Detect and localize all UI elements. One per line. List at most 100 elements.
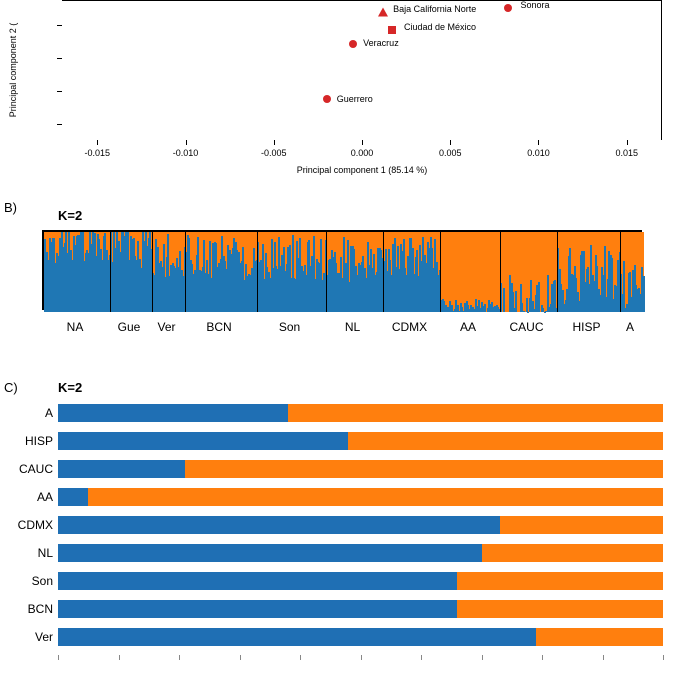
segment-divider (620, 232, 621, 312)
segment-stripe (515, 291, 517, 312)
bar-orange (536, 628, 663, 646)
admixture-segment (152, 232, 185, 312)
x-tick (97, 140, 98, 145)
bar-row-label: AA (3, 490, 53, 504)
c-axis-tick (179, 655, 180, 660)
x-tick (362, 140, 363, 145)
panel-c-label: C) (4, 380, 18, 395)
bar-blue (58, 404, 288, 422)
segment-stripe (623, 261, 625, 312)
c-axis-tick (482, 655, 483, 660)
bar-orange (500, 516, 663, 534)
bar-track (58, 460, 663, 478)
c-axis-tick (542, 655, 543, 660)
stacked-bars: AHISPCAUCAACDMXNLSonBCNVer (58, 404, 663, 656)
bar-row-label: HISP (3, 434, 53, 448)
bar-blue (58, 628, 536, 646)
segment-label: CAUC (509, 320, 543, 334)
segment-stripe (526, 298, 528, 312)
admixture-segment (383, 232, 440, 312)
scatter-point-label: Sonora (520, 0, 549, 10)
segment-divider (110, 232, 111, 312)
bar-row-label: Son (3, 574, 53, 588)
bar-blue (58, 460, 185, 478)
x-tick (627, 140, 628, 145)
scatter-point (323, 95, 331, 103)
segment-label: Ver (157, 320, 175, 334)
bar-track (58, 544, 663, 562)
bar-track (58, 404, 663, 422)
y-tick (57, 25, 62, 26)
bar-blue (58, 432, 348, 450)
segment-stripe (503, 288, 505, 312)
bar-track (58, 488, 663, 506)
panel-b: B) K=2 NAGueVerBCNSonNLCDMXAACAUCHISPA (0, 200, 683, 380)
segment-divider (500, 232, 501, 312)
bar-blue (58, 572, 457, 590)
scatter-plot-frame (62, 0, 662, 140)
segment-label: NL (345, 320, 360, 334)
bar-orange (482, 544, 664, 562)
c-axis-tick (240, 655, 241, 660)
admixture-segment (326, 232, 383, 312)
segment-divider (557, 232, 558, 312)
y-tick (57, 91, 62, 92)
bar-orange (457, 600, 663, 618)
segment-label: HISP (572, 320, 600, 334)
bar-blue (58, 516, 500, 534)
admixture-bar-row: Son (58, 572, 663, 590)
segment-stripe (523, 311, 525, 312)
admixture-segment (257, 232, 326, 312)
admixture-bar-row: CAUC (58, 460, 663, 478)
admixture-strip (42, 230, 642, 310)
admixture-bar-row: A (58, 404, 663, 422)
panel-c: C) K=2 AHISPCAUCAACDMXNLSonBCNVer (0, 380, 683, 675)
segment-label: BCN (206, 320, 231, 334)
c-axis-tick (58, 655, 59, 660)
scatter-point-label: Baja California Norte (393, 4, 476, 14)
bar-blue (58, 544, 482, 562)
segment-divider (152, 232, 153, 312)
bar-orange (348, 432, 663, 450)
scatter-point (388, 26, 396, 34)
segment-divider (326, 232, 327, 312)
admixture-segment (440, 232, 500, 312)
admixture-bar-row: NL (58, 544, 663, 562)
segment-label: AA (460, 320, 476, 334)
bar-orange (288, 404, 663, 422)
bar-track (58, 572, 663, 590)
x-tick (274, 140, 275, 145)
c-axis-tick (361, 655, 362, 660)
c-axis-tick (663, 655, 664, 660)
segment-label: A (626, 320, 634, 334)
c-axis-tick (300, 655, 301, 660)
admixture-bar-row: BCN (58, 600, 663, 618)
bar-orange (88, 488, 663, 506)
panel-b-title: K=2 (58, 208, 82, 223)
segment-label: Son (279, 320, 300, 334)
panel-c-title: K=2 (58, 380, 82, 395)
y-axis-label: Principal component 2 ( (8, 0, 22, 140)
c-axis-tick (421, 655, 422, 660)
admixture-segment (110, 232, 152, 312)
admixture-segment (44, 232, 110, 312)
segment-divider (440, 232, 441, 312)
bar-track (58, 600, 663, 618)
segment-stripe (643, 276, 645, 312)
bar-row-label: Ver (3, 630, 53, 644)
scatter-point (504, 4, 512, 12)
bar-row-label: NL (3, 546, 53, 560)
x-axis-label: Principal component 1 (85.14 %) (62, 165, 662, 175)
segment-label: CDMX (392, 320, 427, 334)
segment-divider (185, 232, 186, 312)
c-axis-tick (119, 655, 120, 660)
segment-stripe (538, 282, 540, 312)
admixture-segment (185, 232, 257, 312)
bar-row-label: CAUC (3, 462, 53, 476)
bar-row-label: A (3, 406, 53, 420)
y-tick (57, 124, 62, 125)
scatter-point (349, 40, 357, 48)
bar-blue (58, 488, 88, 506)
segment-label: NA (67, 320, 84, 334)
x-tick (538, 140, 539, 145)
